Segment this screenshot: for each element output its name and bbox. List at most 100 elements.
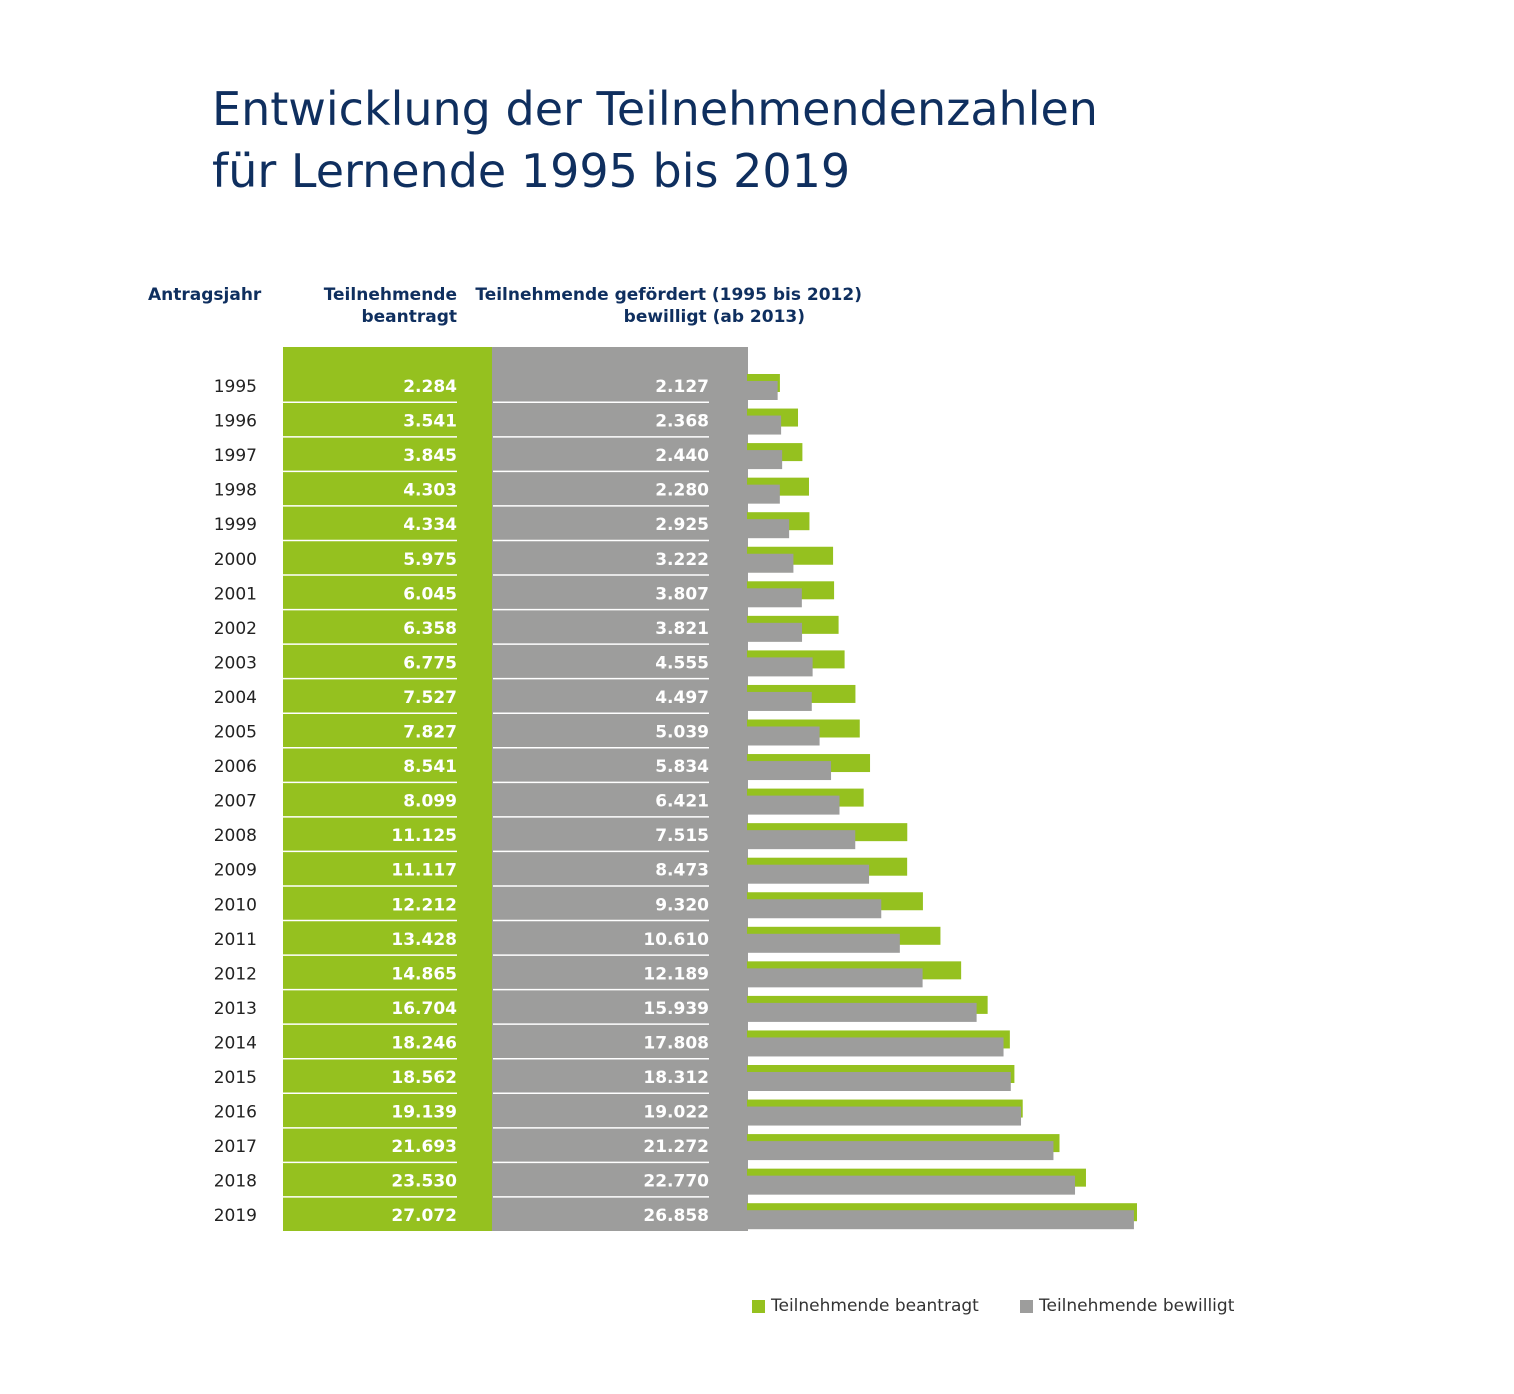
approved-bar [747, 761, 832, 781]
approved-bar [747, 415, 782, 435]
year-label: 2011 [214, 930, 257, 950]
requested-value-label: 5.975 [403, 550, 457, 570]
approved-value-label: 2.925 [655, 515, 709, 535]
approved-bar [747, 691, 812, 711]
title-line-1: Entwicklung der Teilnehmendenzahlen [212, 82, 1098, 136]
header-requested-line-1: Teilnehmende [323, 285, 457, 305]
approved-bar [747, 830, 856, 850]
year-label: 2000 [214, 550, 257, 570]
header-approved-line-1: Teilnehmende gefördert (1995 bis 2012) [475, 285, 862, 305]
approved-value-label: 22.770 [643, 1172, 709, 1192]
approved-value-label: 3.222 [655, 550, 709, 570]
requested-value-label: 13.428 [391, 930, 457, 950]
approved-value-label: 9.320 [655, 895, 709, 915]
approved-value-label: 18.312 [643, 1068, 709, 1088]
legend-swatch-approved [1020, 1299, 1033, 1313]
approved-value-label: 4.497 [655, 688, 709, 708]
title-line-2: für Lernende 1995 bis 2019 [212, 144, 851, 198]
year-label: 1999 [214, 515, 257, 535]
approved-value-label: 19.022 [643, 1103, 709, 1123]
year-label: 1996 [214, 412, 257, 432]
requested-value-label: 3.541 [403, 412, 457, 432]
requested-value-label: 23.530 [391, 1172, 457, 1192]
legend-approved: Teilnehmende bewilligt [1020, 1296, 1234, 1316]
approved-value-label: 26.858 [643, 1206, 709, 1226]
approved-bar [747, 450, 783, 470]
requested-value-label: 18.246 [391, 1033, 457, 1053]
header-approved-line-2: bewilligt (ab 2013) [623, 307, 805, 327]
header-year: Antragsjahr [148, 285, 262, 305]
approved-value-label: 2.280 [655, 481, 709, 501]
header-requested-line-2: beantragt [361, 307, 457, 327]
approved-bar [747, 1106, 1022, 1126]
approved-value-label: 2.440 [655, 446, 709, 466]
year-label: 2002 [214, 619, 257, 639]
approved-bar [747, 933, 900, 953]
year-label: 2004 [214, 688, 257, 708]
year-label: 2010 [214, 895, 257, 915]
approved-bar [747, 726, 820, 746]
approved-bar [747, 484, 780, 504]
approved-bar [747, 968, 923, 988]
approved-value-label: 5.039 [655, 723, 709, 743]
requested-value-label: 4.334 [403, 515, 457, 535]
approved-value-label: 3.807 [655, 584, 709, 604]
requested-value-label: 4.303 [403, 481, 457, 501]
chart-title: Entwicklung der Teilnehmendenzahlen für … [212, 78, 1098, 202]
requested-value-label: 18.562 [391, 1068, 457, 1088]
requested-column-bg [283, 347, 493, 1231]
approved-bar [747, 381, 778, 400]
approved-value-label: 21.272 [643, 1137, 709, 1157]
approved-value-label: 17.808 [643, 1033, 709, 1053]
approved-bar [747, 588, 802, 608]
requested-value-label: 12.212 [391, 895, 457, 915]
approved-bar [747, 1002, 977, 1022]
requested-value-label: 6.358 [403, 619, 457, 639]
year-label: 2017 [214, 1137, 257, 1157]
requested-value-label: 3.845 [403, 446, 457, 466]
approved-value-label: 8.473 [655, 861, 709, 881]
requested-value-label: 6.045 [403, 584, 457, 604]
approved-column-bg [492, 347, 748, 1231]
year-label: 1997 [214, 446, 257, 466]
year-label: 2007 [214, 792, 257, 812]
year-label: 2009 [214, 861, 257, 881]
approved-value-label: 2.127 [655, 377, 709, 397]
requested-value-label: 11.125 [391, 826, 457, 846]
year-label: 2012 [214, 964, 257, 984]
requested-value-label: 14.865 [391, 964, 457, 984]
approved-value-label: 7.515 [655, 826, 709, 846]
approved-value-label: 4.555 [655, 653, 709, 673]
year-label: 2014 [214, 1033, 257, 1053]
requested-value-label: 21.693 [391, 1137, 457, 1157]
year-label: 2019 [214, 1206, 257, 1226]
approved-value-label: 5.834 [655, 757, 709, 777]
year-label: 2005 [214, 723, 257, 743]
approved-bar [747, 795, 840, 815]
approved-bar [747, 519, 790, 539]
legend-requested: Teilnehmende beantragt [752, 1296, 979, 1316]
year-label: 2006 [214, 757, 257, 777]
approved-bar [747, 1141, 1054, 1161]
year-label: 1998 [214, 481, 257, 501]
year-label: 2016 [214, 1103, 257, 1123]
approved-value-label: 2.368 [655, 412, 709, 432]
year-label: 2018 [214, 1172, 257, 1192]
requested-value-label: 8.541 [403, 757, 457, 777]
year-label: 2015 [214, 1068, 257, 1088]
legend-label-requested: Teilnehmende beantragt [771, 1296, 979, 1316]
approved-bar [747, 1175, 1076, 1195]
approved-value-label: 6.421 [655, 792, 709, 812]
approved-bar [747, 622, 803, 642]
year-label: 2008 [214, 826, 257, 846]
header-approved: Teilnehmende gefördert (1995 bis 2012) b… [470, 284, 862, 328]
approved-bar [747, 864, 870, 884]
approved-value-label: 3.821 [655, 619, 709, 639]
requested-value-label: 2.284 [403, 377, 457, 397]
legend-swatch-requested [752, 1299, 765, 1313]
approved-bar [747, 1210, 1134, 1230]
requested-value-label: 7.827 [403, 723, 457, 743]
requested-value-label: 19.139 [391, 1103, 457, 1123]
approved-value-label: 12.189 [643, 964, 709, 984]
